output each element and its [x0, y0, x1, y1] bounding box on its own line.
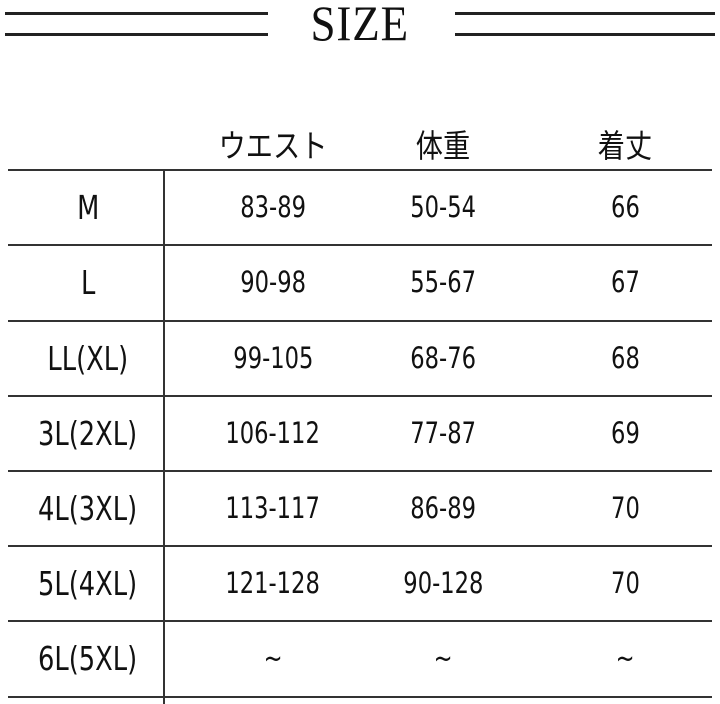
row-divider — [8, 169, 712, 171]
cell-length: 66 — [525, 170, 720, 245]
cell-waist-text: 83-89 — [240, 190, 306, 224]
cell-length-text: ~ — [615, 641, 635, 675]
cell-waist: 106-112 — [173, 396, 373, 471]
cell-size: M — [0, 170, 188, 245]
title-rule-right-bottom — [455, 33, 715, 36]
cell-length: 69 — [525, 396, 720, 471]
page-title: SIZE — [0, 0, 720, 52]
cell-length: ~ — [525, 621, 720, 696]
row-divider — [8, 470, 712, 472]
cell-size: 6L(5XL) — [0, 621, 188, 696]
header-waist-text: ウエスト — [218, 127, 328, 165]
cell-weight: 68-76 — [343, 321, 543, 396]
header-length: 着丈 — [525, 124, 720, 168]
row-divider — [8, 620, 712, 622]
cell-size-text: 4L(3XL) — [38, 489, 138, 528]
cell-length: 67 — [525, 245, 720, 320]
cell-length: 70 — [525, 546, 720, 621]
cell-weight-text: 68-76 — [410, 341, 476, 375]
cell-waist-text: 121-128 — [225, 566, 321, 600]
cell-weight: 55-67 — [343, 245, 543, 320]
page-title-text: SIZE — [310, 0, 410, 51]
cell-length-text: 70 — [610, 491, 640, 525]
cell-length: 68 — [525, 321, 720, 396]
cell-waist-text: 106-112 — [225, 416, 321, 450]
column-divider — [163, 169, 165, 704]
title-rule-left-top — [5, 12, 268, 15]
cell-waist-text: 99-105 — [232, 341, 314, 375]
cell-weight: ~ — [343, 621, 543, 696]
cell-waist: 99-105 — [173, 321, 373, 396]
cell-size-text: M — [76, 188, 100, 227]
cell-size: 5L(4XL) — [0, 546, 188, 621]
cell-size-text: LL(XL) — [47, 339, 129, 378]
row-divider — [8, 696, 712, 698]
cell-waist: 83-89 — [173, 170, 373, 245]
cell-weight-text: ~ — [433, 641, 453, 675]
cell-weight: 90-128 — [343, 546, 543, 621]
cell-size-text: 6L(5XL) — [38, 639, 138, 678]
cell-size-text: 3L(2XL) — [38, 414, 138, 453]
cell-waist: ~ — [173, 621, 373, 696]
cell-length-text: 67 — [610, 265, 640, 299]
cell-waist: 90-98 — [173, 245, 373, 320]
cell-weight-text: 55-67 — [410, 265, 476, 299]
title-rule-right-top — [455, 12, 715, 15]
cell-weight-text: 86-89 — [410, 491, 476, 525]
cell-length-text: 68 — [610, 341, 640, 375]
cell-length-text: 69 — [610, 416, 640, 450]
row-divider — [8, 545, 712, 547]
cell-weight: 86-89 — [343, 471, 543, 546]
cell-size-text: 5L(4XL) — [38, 564, 138, 603]
cell-waist-text: ~ — [263, 641, 283, 675]
cell-waist: 113-117 — [173, 471, 373, 546]
cell-size: 3L(2XL) — [0, 396, 188, 471]
cell-length-text: 66 — [610, 190, 640, 224]
cell-weight-text: 77-87 — [410, 416, 476, 450]
row-divider — [8, 395, 712, 397]
cell-waist: 121-128 — [173, 546, 373, 621]
cell-length: 70 — [525, 471, 720, 546]
row-divider — [8, 244, 712, 246]
header-length-text: 着丈 — [597, 127, 653, 165]
header-waist: ウエスト — [173, 124, 373, 168]
cell-size: 4L(3XL) — [0, 471, 188, 546]
row-divider — [8, 320, 712, 322]
cell-size-text: L — [80, 263, 96, 302]
cell-waist-text: 90-98 — [240, 265, 306, 299]
cell-weight-text: 50-54 — [410, 190, 476, 224]
header-weight: 体重 — [343, 124, 543, 168]
cell-size: LL(XL) — [0, 321, 188, 396]
cell-waist-text: 113-117 — [225, 491, 321, 525]
cell-weight-text: 90-128 — [402, 566, 484, 600]
cell-weight: 77-87 — [343, 396, 543, 471]
title-rule-left-bottom — [5, 33, 268, 36]
cell-size: L — [0, 245, 188, 320]
header-weight-text: 体重 — [415, 127, 471, 165]
cell-length-text: 70 — [610, 566, 640, 600]
cell-weight: 50-54 — [343, 170, 543, 245]
